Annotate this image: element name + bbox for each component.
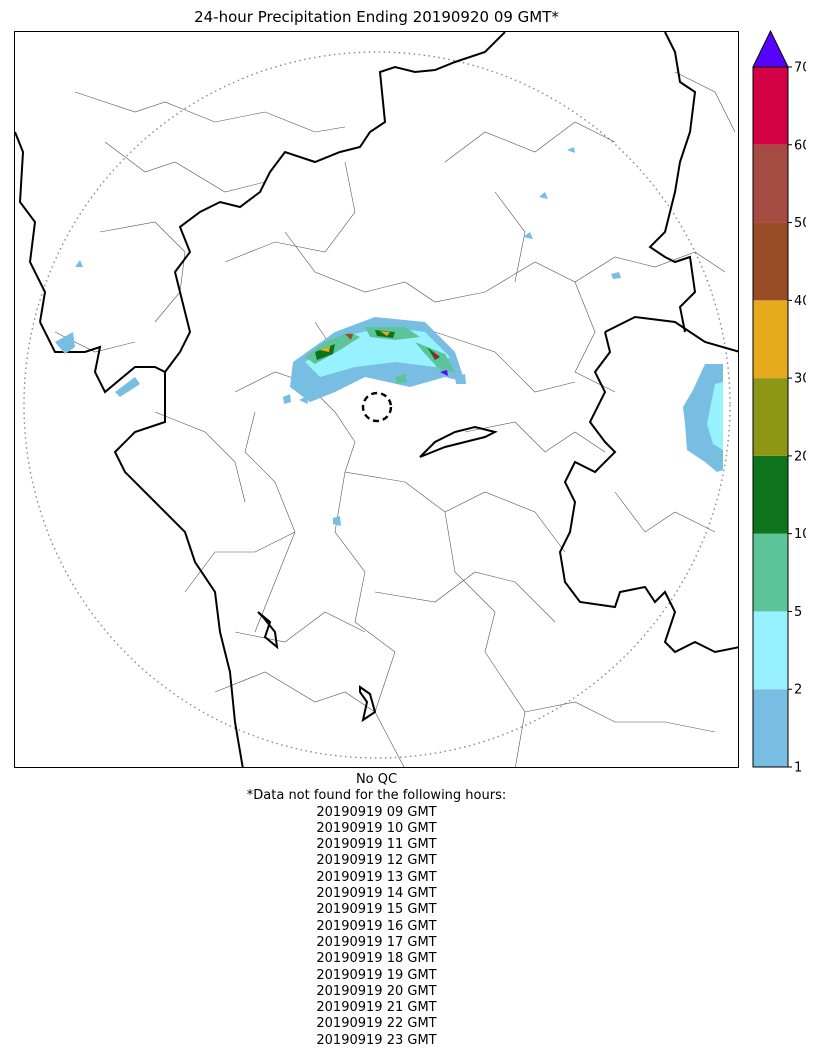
missing-hour-item: 20190919 17 GMT	[316, 934, 437, 950]
colorbar-segment	[753, 689, 788, 767]
precipitation-echoes	[55, 147, 723, 526]
missing-hour-item: 20190919 14 GMT	[316, 886, 437, 902]
missing-hour-item: 20190919 12 GMT	[316, 853, 437, 869]
colorbar-tick-label: 5	[794, 605, 802, 620]
missing-data-note: *Data not found for the following hours:	[246, 788, 507, 804]
missing-hour-item: 20190919 19 GMT	[316, 967, 437, 983]
map-canvas	[15, 32, 738, 767]
district-boundaries	[54, 71, 736, 767]
missing-hour-item: 20190919 22 GMT	[316, 1016, 437, 1032]
missing-hour-item: 20190919 15 GMT	[316, 902, 437, 918]
colorbar-segment	[753, 611, 788, 690]
radar-map[interactable]	[14, 31, 739, 768]
colorbar-tick-label: 50	[794, 216, 806, 231]
precipitation-colorbar: 1 2 5 10 20 30 40 50 60 70	[752, 29, 806, 776]
missing-hour-item: 20190919 16 GMT	[316, 918, 437, 934]
footer-notes: No QC *Data not found for the following …	[14, 772, 739, 1049]
colorbar-segment	[753, 144, 788, 223]
colorbar-segment	[753, 455, 788, 534]
colorbar-tick-label: 60	[794, 138, 806, 153]
qc-status: No QC	[355, 772, 398, 787]
radar-site-marker	[361, 391, 393, 423]
missing-hour-item: 20190919 20 GMT	[316, 983, 437, 999]
radar-range-ring	[23, 51, 731, 759]
missing-hour-item: 20190919 09 GMT	[316, 804, 437, 820]
missing-hour-item: 20190919 13 GMT	[316, 869, 437, 885]
colorbar-extend-arrow	[752, 29, 789, 68]
missing-hour-item: 20190919 18 GMT	[316, 951, 437, 967]
colorbar-segment	[753, 378, 788, 456]
missing-hour-item: 20190919 21 GMT	[316, 1000, 437, 1016]
state-boundaries	[15, 32, 738, 767]
colorbar-tick-label: 10	[794, 527, 806, 542]
colorbar-segment	[753, 222, 788, 301]
colorbar-tick-label: 2	[794, 683, 802, 698]
colorbar-segment	[753, 67, 788, 145]
colorbar-tick-label: 20	[794, 449, 806, 464]
missing-hour-item: 20190919 10 GMT	[316, 820, 437, 836]
colorbar-tick-label: 1	[794, 761, 802, 776]
missing-hour-item: 20190919 11 GMT	[316, 837, 437, 853]
colorbar-tick-label: 30	[794, 372, 806, 387]
colorbar-tick-label: 40	[794, 294, 806, 309]
map-title: 24-hour Precipitation Ending 20190920 09…	[194, 8, 559, 26]
colorbar-segment	[753, 300, 788, 379]
colorbar-tick-label: 70	[794, 61, 806, 76]
colorbar-segment	[753, 533, 788, 612]
missing-hour-item: 20190919 23 GMT	[316, 1032, 437, 1048]
colorbar-frame	[752, 66, 789, 768]
missing-hours-list: 20190919 09 GMT 20190919 10 GMT 20190919 1…	[14, 805, 739, 1049]
